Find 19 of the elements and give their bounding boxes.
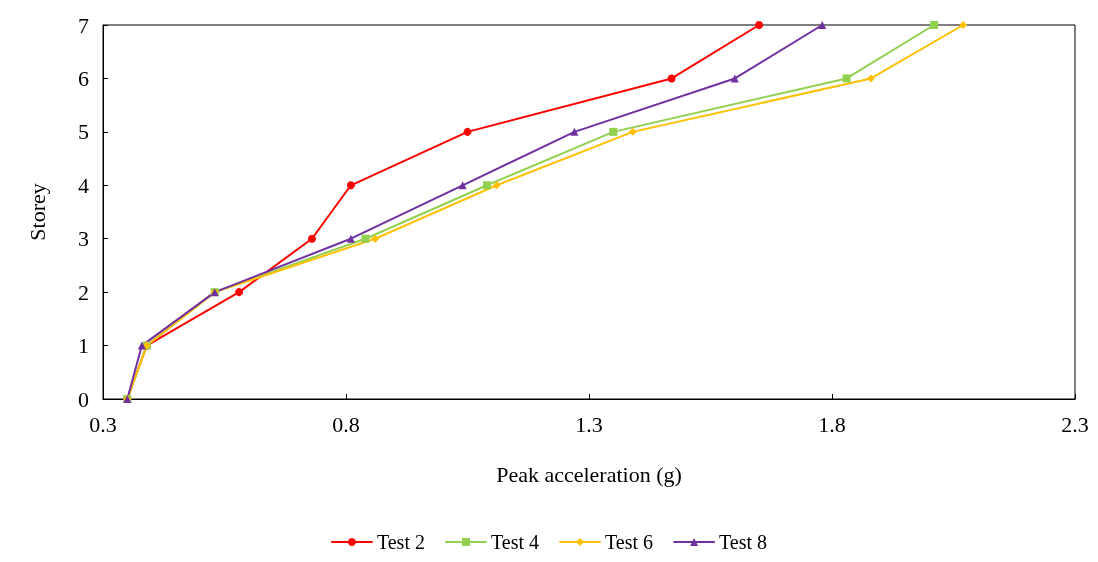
legend-label: Test 6 [605,531,654,553]
x-tick-label: 2.3 [1061,411,1089,437]
y-tick-label: 2 [78,279,89,305]
y-tick-label: 3 [78,226,89,252]
x-tick-label: 0.8 [332,411,360,437]
x-tick-label: 1.3 [575,411,603,437]
y-tick-label: 6 [78,65,89,91]
x-tick-label: 1.8 [818,411,846,437]
x-axis-title: Peak acceleration (g) [496,461,682,487]
y-tick-label: 7 [78,12,89,38]
x-tick-label: 0.3 [89,411,117,437]
y-tick-label: 5 [78,119,89,145]
y-tick-label: 0 [78,386,89,412]
y-axis-title: Storey [24,183,50,241]
y-tick-label: 4 [78,172,89,198]
legend-label: Test 8 [719,531,768,553]
legend-label: Test 4 [490,531,540,553]
y-tick-label: 1 [78,333,89,359]
legend-label: Test 2 [376,531,425,553]
